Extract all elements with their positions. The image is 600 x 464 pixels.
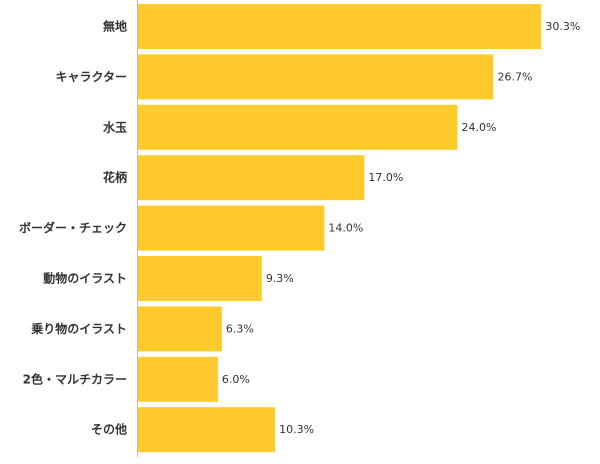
bar-4 (138, 155, 365, 201)
category-label-4: 花柄 (103, 170, 127, 185)
bar-9 (138, 407, 276, 453)
bar-5 (138, 205, 325, 251)
value-label-7: 6.3% (226, 322, 254, 335)
value-label-4: 17.0% (368, 171, 403, 184)
category-label-5: ボーダー・チェック (19, 220, 127, 235)
value-label-3: 24.0% (462, 121, 497, 134)
bar-1 (138, 4, 542, 49)
category-label-7: 乗り物のイラスト (31, 321, 127, 336)
value-labels-group: 30.3% 26.7% 24.0% 17.0% 14.0% 9.3% 6.3% 6.0% 10.… (222, 20, 580, 436)
category-label-6: 動物のイラスト (43, 271, 127, 286)
value-label-6: 9.3% (266, 272, 294, 285)
category-label-8: 2色・マルチカラー (23, 371, 127, 386)
value-label-9: 10.3% (279, 423, 314, 436)
category-label-2: キャラクター (55, 70, 127, 84)
value-label-1: 30.3% (545, 20, 580, 33)
bar-3 (138, 104, 458, 150)
bar-6 (138, 256, 262, 301)
value-label-2: 26.7% (497, 70, 532, 83)
bar-2 (138, 54, 494, 100)
bar-7 (138, 306, 222, 352)
value-label-8: 6.0% (222, 373, 250, 386)
bar-8 (138, 356, 218, 402)
category-label-3: 水玉 (103, 119, 127, 134)
value-label-5: 14.0% (328, 222, 363, 235)
category-label-1: 無地 (103, 19, 127, 34)
bars-group (138, 4, 542, 453)
category-label-9: その他 (91, 422, 127, 437)
